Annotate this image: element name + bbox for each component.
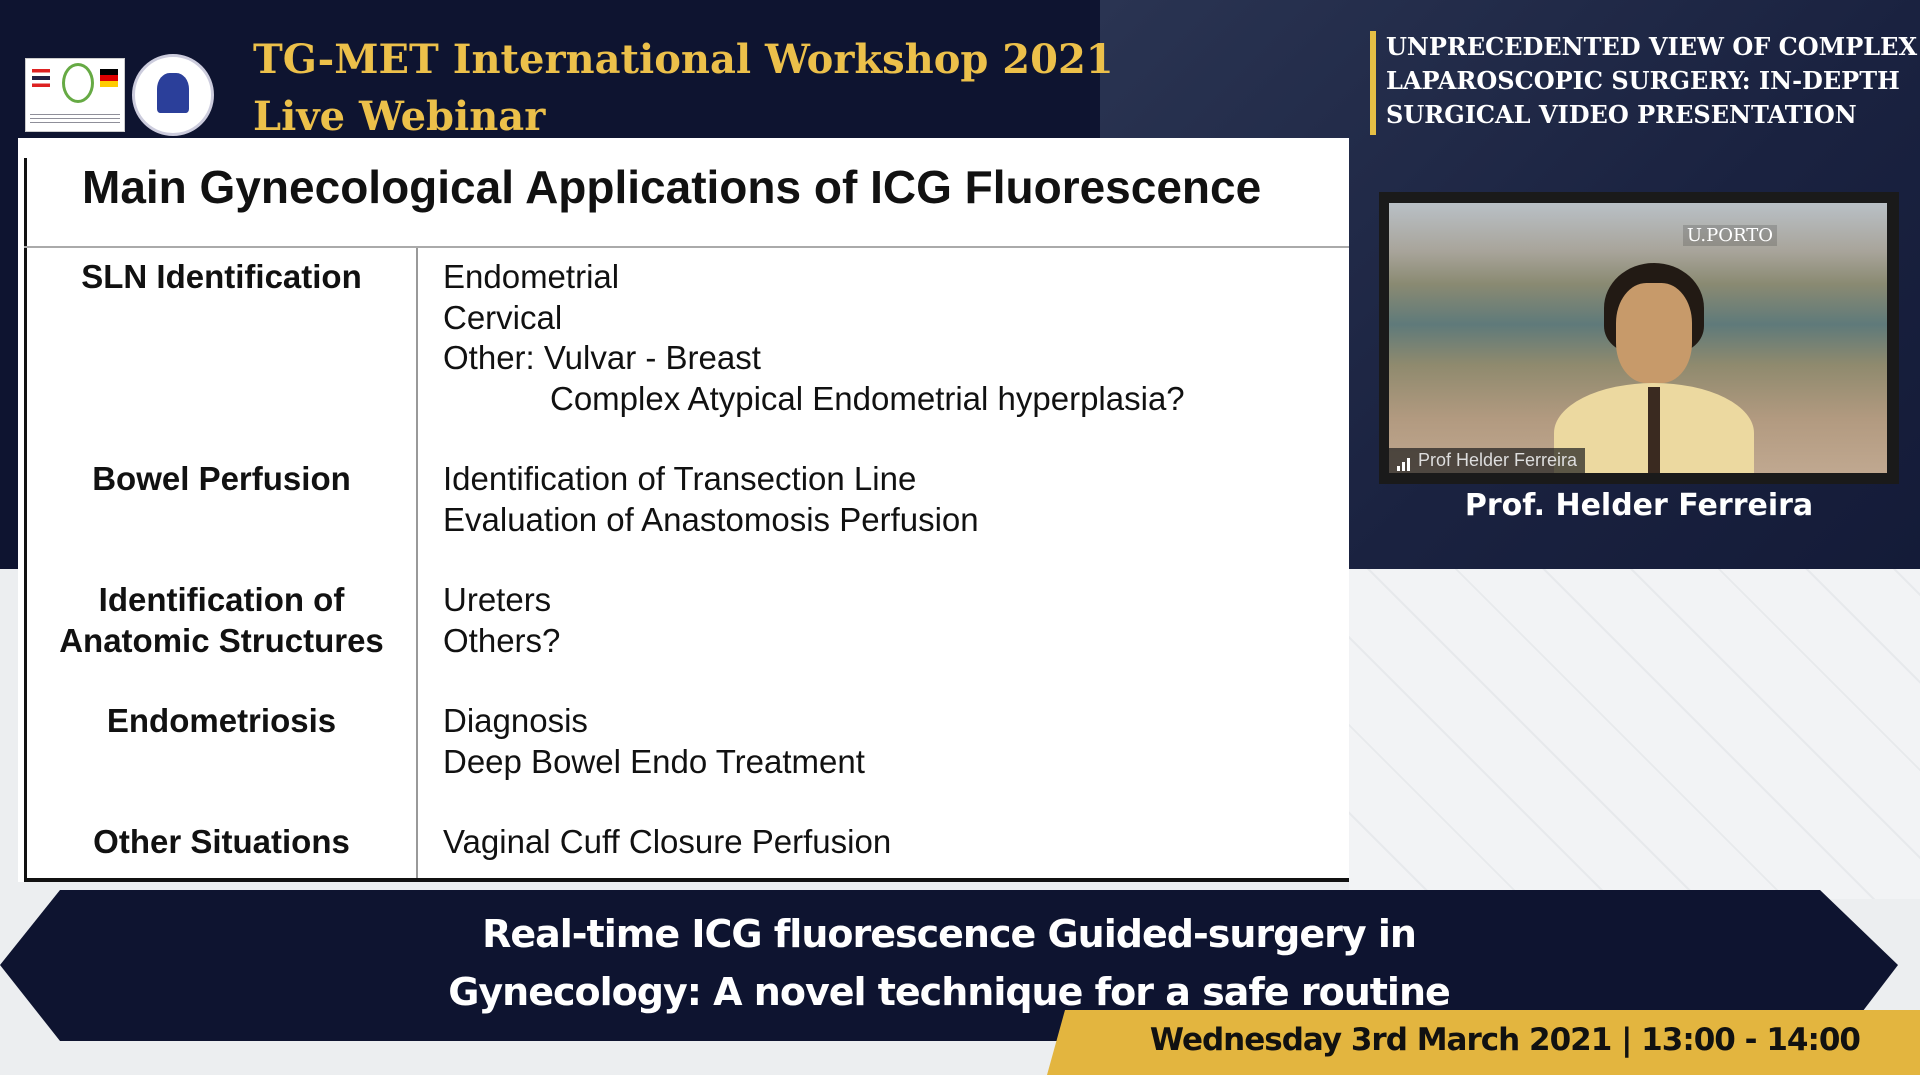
session-title: UNPRECEDENTED VIEW OF COMPLEX LAPAROSCOP… xyxy=(1386,30,1917,132)
pattern-background xyxy=(1349,569,1920,899)
category-sln: SLN Identification xyxy=(81,258,362,295)
item: Others? xyxy=(443,622,561,659)
category-bowel: Bowel Perfusion xyxy=(92,460,351,497)
video-feed: U.PORTO Prof Helder Ferreira xyxy=(1389,203,1887,473)
participant-name: Prof Helder Ferreira xyxy=(1418,450,1578,470)
category-other: Other Situations xyxy=(93,823,350,860)
date-time: Wednesday 3rd March 2021 | 13:00 - 14:00 xyxy=(1149,1022,1861,1058)
category-endometriosis: Endometriosis xyxy=(106,702,337,739)
participant-label: Prof Helder Ferreira xyxy=(1389,448,1586,473)
speaker-video[interactable]: U.PORTO Prof Helder Ferreira xyxy=(1379,192,1899,484)
date-bar: Wednesday 3rd March 2021 | 13:00 - 14:00 xyxy=(1047,1010,1920,1075)
speaker-image xyxy=(1554,263,1754,473)
item: Diagnosis xyxy=(443,702,588,739)
item: Vaginal Cuff Closure Perfusion xyxy=(443,823,892,860)
accent-bar xyxy=(1370,31,1376,135)
item: Cervical xyxy=(443,299,563,336)
workshop-title: TG-MET International Workshop 2021 xyxy=(253,36,1114,83)
item: Evaluation of Anastomosis Perfusion xyxy=(443,501,979,538)
porto-logo: U.PORTO xyxy=(1682,225,1777,246)
session-title-line: SURGICAL VIDEO PRESENTATION xyxy=(1386,100,1857,129)
item: Other: Vulvar - Breast xyxy=(443,339,761,376)
slide-title: Main Gynecological Applications of ICG F… xyxy=(82,161,1262,213)
item: Ureters xyxy=(443,581,552,618)
talk-title-line: Gynecology: A novel technique for a safe… xyxy=(448,970,1451,1014)
webinar-subtitle: Live Webinar xyxy=(253,93,546,140)
category-anatomic: Identification of xyxy=(98,581,345,618)
item: Identification of Transection Line xyxy=(443,460,917,497)
speaker-name: Prof. Helder Ferreira xyxy=(1464,488,1814,523)
category-anatomic-2: Anatomic Structures xyxy=(59,622,384,659)
signal-bars-icon xyxy=(1397,450,1412,471)
session-title-line: UNPRECEDENTED VIEW OF COMPLEX xyxy=(1386,32,1918,61)
thai-german-logo xyxy=(25,58,125,132)
item: Deep Bowel Endo Treatment xyxy=(443,743,865,780)
item: Complex Atypical Endometrial hyperplasia… xyxy=(550,380,1185,417)
session-title-line: LAPAROSCOPIC SURGERY: IN-DEPTH xyxy=(1386,66,1900,95)
talk-title-line: Real-time ICG fluorescence Guided-surger… xyxy=(482,912,1417,956)
presentation-slide: Main Gynecological Applications of ICG F… xyxy=(18,138,1349,882)
tsgo-logo xyxy=(132,54,214,136)
item: Endometrial xyxy=(443,258,620,295)
